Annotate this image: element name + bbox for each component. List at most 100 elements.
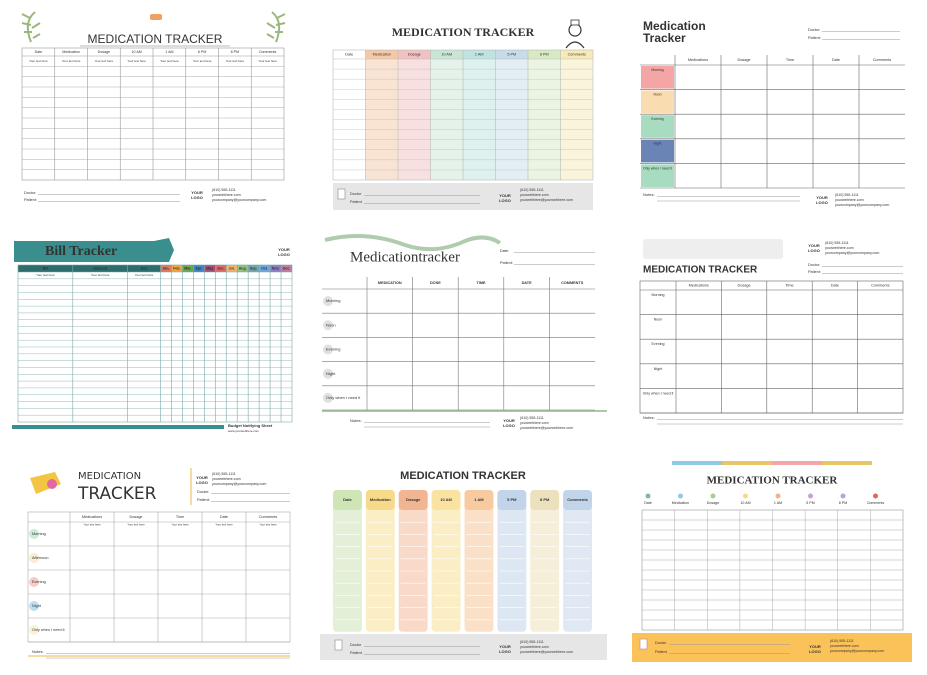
cell bbox=[497, 490, 527, 632]
column-header: Dosage bbox=[406, 497, 421, 502]
title: MEDICATION TRACKER bbox=[707, 475, 839, 487]
contact-line: (610) 555-1111 bbox=[835, 193, 859, 197]
row-label: Only when I need it bbox=[643, 391, 674, 395]
cell bbox=[204, 265, 216, 272]
cell-text: Your text here bbox=[127, 59, 146, 63]
row-label: Night bbox=[654, 142, 662, 146]
footer-text: Budget Notifying Sheet bbox=[228, 423, 273, 428]
cell-text: Your text here bbox=[193, 59, 212, 63]
column-header: Jun. bbox=[217, 266, 224, 270]
row-icon bbox=[29, 529, 39, 539]
row-icon bbox=[29, 625, 39, 635]
row-icon bbox=[323, 320, 333, 331]
contact-line: (610) 555-1111 bbox=[212, 472, 236, 476]
row-label: Morning bbox=[326, 298, 340, 303]
contact-line: (610) 555-1111 bbox=[520, 640, 544, 644]
column-header: 10 AM bbox=[441, 53, 452, 57]
legend-dot bbox=[840, 493, 846, 499]
legend-label: 8 PM bbox=[839, 501, 847, 505]
cell bbox=[337, 188, 346, 200]
column-header: Comments bbox=[873, 58, 891, 62]
cell bbox=[27, 511, 291, 643]
field-label: Doctor: bbox=[808, 263, 820, 267]
row-label: Evening bbox=[652, 342, 665, 346]
column-header: Medication bbox=[370, 497, 391, 502]
column-header: Date bbox=[220, 515, 228, 519]
cell bbox=[365, 490, 395, 510]
row-label: Evening bbox=[32, 580, 46, 584]
row-label: Night bbox=[326, 371, 336, 376]
cell bbox=[365, 50, 398, 180]
column-header: 8 PM bbox=[540, 53, 549, 57]
column-header: May bbox=[206, 266, 213, 270]
legend-label: 10 AM bbox=[740, 501, 750, 505]
field-label: Doctor: bbox=[24, 191, 36, 195]
cell bbox=[530, 490, 560, 510]
cell bbox=[398, 490, 428, 510]
contact-line: yourwebhere.com bbox=[825, 246, 854, 250]
column-header: Time bbox=[176, 515, 184, 519]
column-header: Comments bbox=[259, 515, 277, 519]
field-label: Doctor bbox=[350, 643, 362, 647]
legend-label: 5 PM bbox=[806, 501, 814, 505]
row-label: Night bbox=[654, 367, 662, 371]
title: Tracker bbox=[643, 31, 686, 45]
cell-text: Your text here bbox=[127, 523, 145, 527]
cell bbox=[528, 50, 561, 180]
cell bbox=[320, 634, 607, 660]
column-header: Jul. bbox=[229, 266, 235, 270]
cell-text: Your text here bbox=[91, 273, 110, 277]
legend-label: 1 AM bbox=[774, 501, 782, 505]
column-header: Jan. bbox=[162, 266, 169, 270]
notes-label: Notes: bbox=[350, 418, 362, 423]
column-header: 1 AM bbox=[474, 497, 484, 502]
cell-text: Your text here bbox=[62, 59, 81, 63]
logo: YOUR bbox=[499, 644, 511, 649]
cell bbox=[226, 265, 238, 272]
column-header: 1 AM bbox=[165, 50, 173, 54]
field-label: Doctor: bbox=[808, 28, 820, 32]
row-label: Morning bbox=[32, 532, 46, 536]
column-header: 5 PM bbox=[507, 53, 516, 57]
column-header: Nov. bbox=[272, 266, 280, 270]
legend-dot bbox=[808, 493, 813, 499]
cell-text: Your text here bbox=[226, 59, 245, 63]
column-header: Bill bbox=[43, 266, 49, 270]
logo: YOUR bbox=[808, 243, 820, 248]
contact-line: yourcompany@yourcompany.com bbox=[835, 203, 889, 207]
field-label: Patient bbox=[655, 650, 668, 654]
title: MEDICATION TRACKER bbox=[392, 25, 535, 39]
title: MEDICATION TRACKER bbox=[400, 470, 526, 482]
notes-label: Notes: bbox=[643, 415, 655, 420]
column-header: DOSE bbox=[430, 281, 441, 285]
contact-line: yourwebhere.com bbox=[520, 421, 549, 425]
field-label: Patient bbox=[350, 200, 363, 204]
column-header: TIME bbox=[476, 281, 486, 285]
contact-line: yourwebhere.com bbox=[212, 193, 241, 197]
column-header: Date bbox=[832, 58, 840, 62]
title: MEDICATION TRACKER bbox=[643, 265, 758, 276]
column-header: Date bbox=[343, 497, 352, 502]
contact-line: yourwebhere.com bbox=[830, 644, 859, 648]
cell-text: Your text here bbox=[36, 273, 55, 277]
row-label: Only when I need it bbox=[326, 395, 361, 400]
cell bbox=[463, 50, 496, 180]
row-icon bbox=[29, 601, 39, 611]
cell bbox=[17, 264, 293, 423]
contact-line: (610) 555-1111 bbox=[825, 241, 849, 245]
row-label: Only when I need it bbox=[32, 628, 65, 632]
cell bbox=[641, 90, 674, 114]
cell-text: Your text here bbox=[83, 523, 101, 527]
title: MEDICATION bbox=[78, 471, 141, 482]
cell bbox=[270, 265, 282, 272]
column-header: Comments bbox=[259, 50, 277, 54]
row-label: Morning bbox=[652, 293, 665, 297]
cell bbox=[463, 50, 496, 59]
column-header: Aug. bbox=[239, 266, 247, 270]
legend-label: Dosage bbox=[707, 501, 719, 505]
cell-text: Your text here bbox=[259, 523, 277, 527]
column-header: Amount bbox=[93, 266, 107, 270]
cell bbox=[398, 490, 428, 632]
cell bbox=[127, 265, 161, 272]
cell bbox=[563, 490, 592, 632]
